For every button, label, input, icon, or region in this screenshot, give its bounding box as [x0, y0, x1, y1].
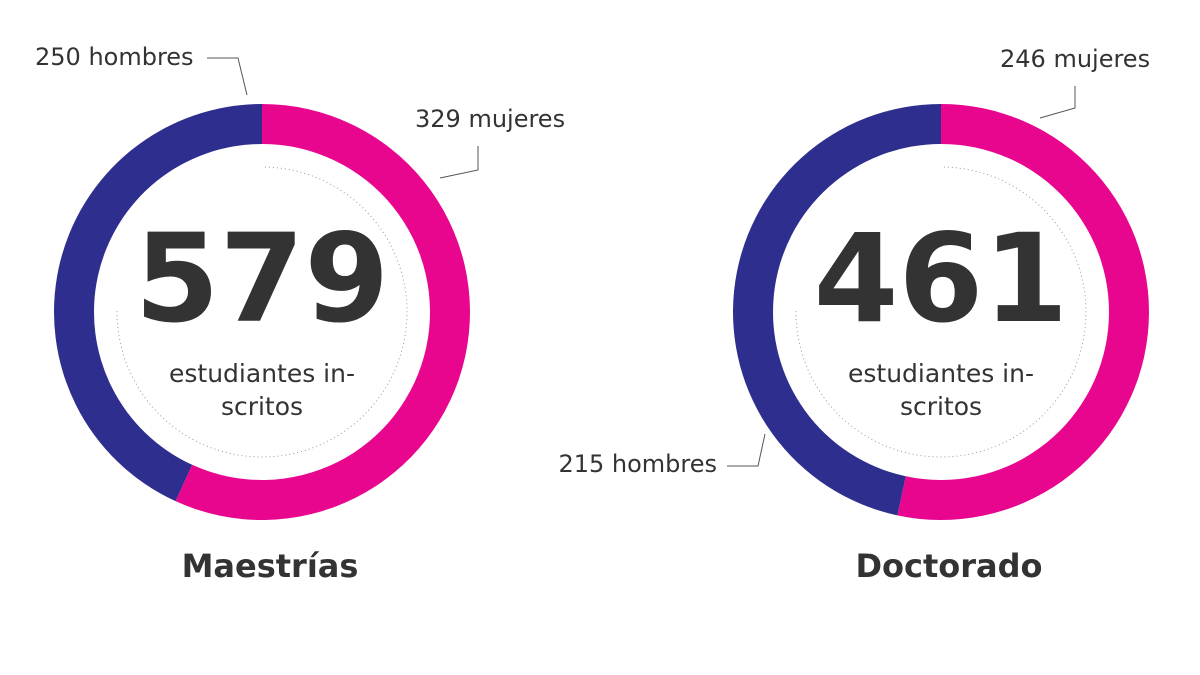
center-text: scritos	[900, 392, 982, 421]
donut-segment	[732, 104, 941, 516]
value-label: 250 hombres	[35, 43, 194, 71]
donut-segment	[175, 104, 471, 520]
center-total: 461	[814, 208, 1069, 350]
leader-line	[1039, 86, 1076, 119]
leader-line	[727, 433, 766, 467]
value-label: 246 mujeres	[1000, 45, 1150, 73]
leader-line	[207, 57, 248, 96]
center-total: 579	[135, 208, 390, 350]
chart-title: Doctorado	[855, 547, 1042, 585]
value-label: 329 mujeres	[415, 105, 565, 133]
donut-segment	[897, 104, 1149, 520]
center-text: scritos	[221, 392, 303, 421]
chart-title: Maestrías	[182, 547, 359, 585]
center-text: estudiantes in-	[169, 359, 355, 388]
leader-line	[439, 146, 479, 179]
value-label: 215 hombres	[558, 450, 717, 478]
center-text: estudiantes in-	[848, 359, 1034, 388]
donut-segment	[54, 104, 262, 502]
